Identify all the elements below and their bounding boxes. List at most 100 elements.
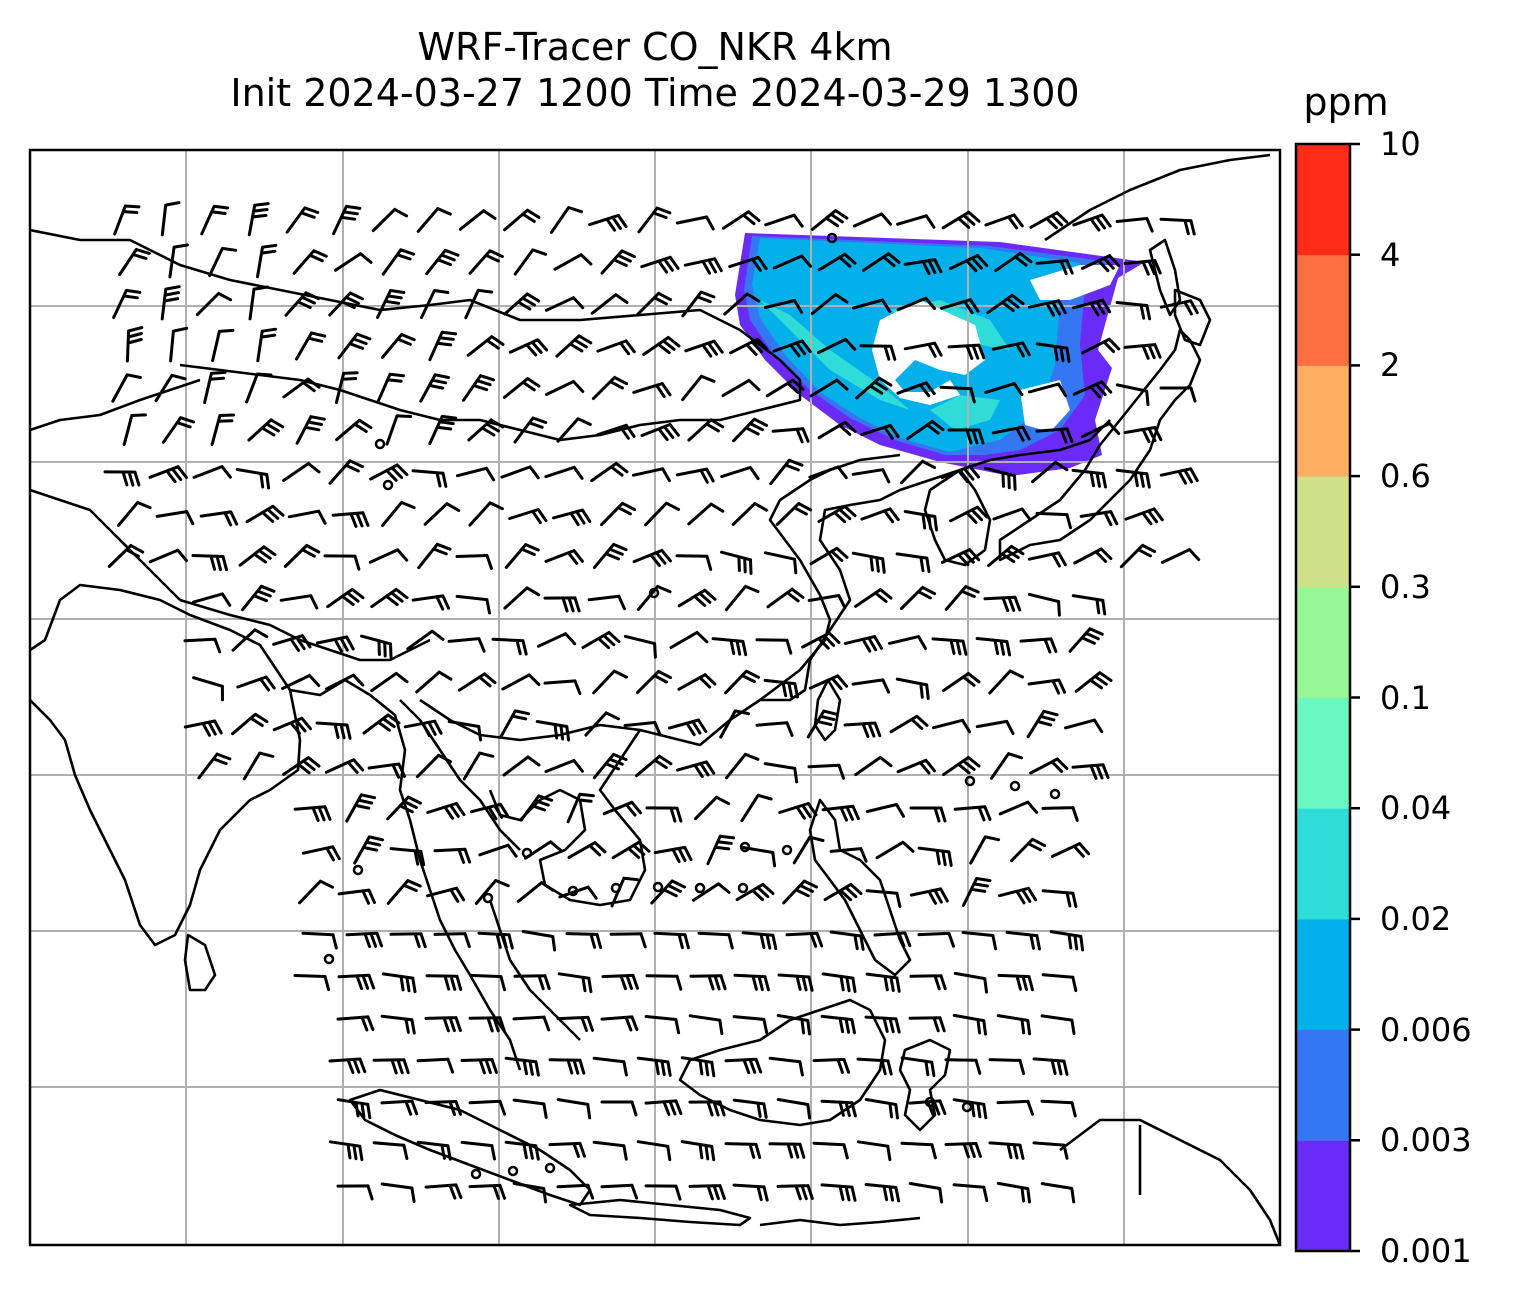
wind-barb [941,210,981,230]
wind-barb [817,252,857,272]
wind-barb [1040,1099,1077,1118]
wind-barb [464,288,494,320]
wind-barb [810,209,849,231]
wind-barb [183,637,222,654]
wind-barb [416,1057,455,1074]
wind-barb [504,543,540,569]
wind-barb [990,752,1023,780]
wind-barb [197,752,232,780]
wind-barb [593,752,628,780]
wind-barb [683,257,723,275]
wind-barb [765,378,805,398]
wind-barb [447,720,482,742]
wind-barb [411,469,448,488]
wind-barb [103,470,141,487]
wind-barb [860,423,900,440]
wind-barb [376,372,405,404]
wind-barb [199,510,239,527]
wind-barb [631,467,671,483]
wind-barb [687,418,725,442]
colorbar-tick-label: 0.1 [1380,678,1431,717]
wind-barb [991,425,1031,442]
wind-barb [112,288,142,320]
wind-barb [909,974,947,991]
wind-barb [669,631,709,649]
wind-barb [899,585,937,611]
wind-barb [154,373,187,403]
wind-barb [426,886,466,903]
border-kazakh [30,378,201,432]
wind-barb [984,466,1017,491]
wind-barb [424,1183,463,1200]
wind-barb [467,418,505,442]
wind-barb [360,634,393,659]
wind-barb [107,544,145,568]
wind-barb [983,595,1022,613]
wind-barb [247,202,270,237]
wind-barb [903,341,943,358]
wind-barb [908,1016,946,1033]
wind-barb [812,1141,849,1160]
border-inner-china [30,228,802,442]
wind-barb [420,289,450,319]
wind-barb [477,931,514,950]
wind-barb [1123,259,1162,276]
wind-barb [807,763,845,780]
wind-barb [324,758,365,774]
wind-barb [1081,422,1121,438]
wind-barb [942,756,981,776]
wind-barb [468,249,504,275]
wind-barb [1029,211,1069,230]
wind-barb [284,291,320,317]
wind-barb [852,298,892,313]
wind-barb [345,931,384,949]
wind-barb [997,973,1034,992]
colorbar-tick-label: 0.001 [1380,1232,1472,1270]
wind-barb [371,207,409,233]
wind-barb [644,1015,681,1035]
wind-barb [637,206,672,234]
wind-barb [386,879,422,905]
wind-barb [763,299,803,314]
wind-barb [843,635,883,653]
wind-barb [326,587,365,609]
wind-barb [600,1100,638,1117]
wind-barb [543,596,581,613]
colorbar-segment [1296,365,1350,477]
wind-barb [763,551,798,575]
plume-hole-2 [1030,265,1120,300]
wind-barb [851,551,886,574]
wind-barb [298,879,334,905]
wind-barb [416,1140,452,1161]
wind-barb [1040,1014,1076,1035]
wind-barb [235,468,271,490]
colorbar-segment [1296,144,1350,256]
wind-barb [478,843,518,858]
wind-barb [345,793,377,823]
wind-barb [1124,507,1164,526]
wind-barb [942,672,981,692]
coast-sakhalin [1148,238,1182,317]
wind-barb [741,931,778,951]
wind-barb [462,374,495,402]
colorbar-segment [1296,918,1350,1031]
wind-barb [1115,217,1154,233]
colorbar-tick-label: 0.04 [1380,789,1452,828]
wind-barb [1041,806,1079,822]
wind-barb [680,1140,716,1162]
wind-barb [380,333,416,359]
wind-barb [632,548,672,567]
wind-barb [385,414,413,446]
wind-barb [565,932,603,949]
wind-barb [334,371,359,405]
wind-barb [428,330,458,362]
wind-barb [688,1184,726,1201]
colorbar-tick-label: 0.006 [1380,1010,1472,1049]
plume-hole-3 [1020,380,1070,432]
coast-china-east [760,419,1111,702]
wind-barb [282,756,321,776]
wind-barb [491,637,528,656]
wind-barb [636,1140,672,1162]
wind-barb [293,805,332,822]
wind-barb [1115,301,1152,321]
